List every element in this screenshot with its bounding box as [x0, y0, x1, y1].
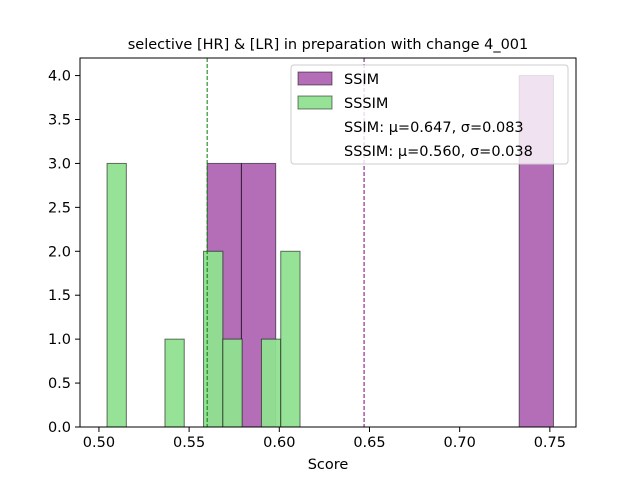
- legend-label-ssim: SSIM: [344, 72, 379, 88]
- y-tick-label: 3.0: [48, 156, 71, 172]
- bar-sssim-1: [164, 338, 185, 428]
- legend-box: [290, 64, 569, 165]
- legend-swatch-ssim: [297, 71, 333, 86]
- y-tick-label: 3.5: [48, 113, 71, 129]
- y-tick-label: 1.0: [48, 332, 71, 348]
- bar-sssim-2: [203, 250, 224, 428]
- x-tick-label: 0.65: [353, 435, 385, 451]
- x-tick-label: 0.70: [444, 435, 476, 451]
- bar-sssim-3: [222, 338, 243, 428]
- legend: SSIM SSSIM SSIM: μ=0.647, σ=0.083 SSSIM:…: [290, 64, 569, 165]
- y-tick-label: 0.5: [48, 376, 71, 392]
- legend-swatch-sssim: [297, 95, 333, 110]
- y-tick-label: 1.5: [48, 288, 71, 304]
- x-axis: 0.50 0.55 0.60 0.65 0.70 0.75: [83, 427, 566, 451]
- bar-sssim-5: [280, 250, 301, 428]
- bar-sssim-4: [260, 338, 282, 428]
- legend-label-sssim: SSSIM: [344, 96, 388, 112]
- x-tick-label: 0.75: [534, 435, 566, 451]
- y-tick-label: 0.0: [48, 420, 71, 436]
- y-axis: 0.0 0.5 1.0 1.5 2.0 2.5 3.0 3.5 4.0: [48, 69, 80, 436]
- legend-stats-sssim: SSSIM: μ=0.560, σ=0.038: [344, 144, 533, 160]
- y-tick-label: 2.5: [48, 200, 71, 216]
- x-tick-label: 0.60: [263, 435, 295, 451]
- x-axis-label: Score: [308, 457, 349, 473]
- x-tick-label: 0.50: [83, 435, 115, 451]
- y-tick-label: 2.0: [48, 244, 71, 260]
- chart-title: selective [HR] & [LR] in preparation wit…: [128, 37, 529, 53]
- x-tick-label: 0.55: [173, 435, 205, 451]
- plot-frame: [79, 57, 577, 428]
- legend-stats-ssim: SSIM: μ=0.647, σ=0.083: [344, 120, 524, 136]
- bar-sssim-0: [106, 162, 127, 428]
- y-tick-label: 4.0: [48, 69, 71, 85]
